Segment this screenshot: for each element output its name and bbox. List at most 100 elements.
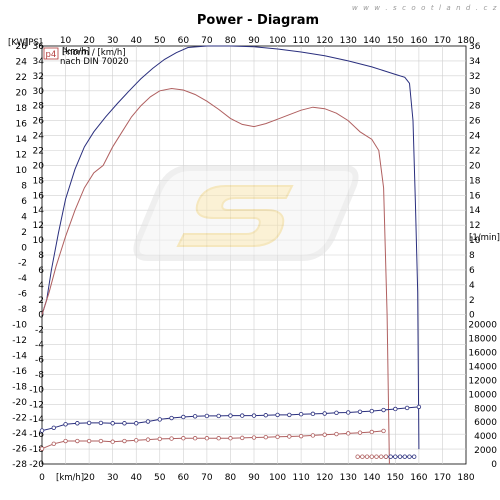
y-left-ps-tick: -14 <box>29 415 44 425</box>
series-point-3 <box>287 434 292 439</box>
x-tick-label-top: 90 <box>248 36 260 46</box>
y-left-kw-tick: -20 <box>12 398 27 408</box>
y-left-ps-tick: -8 <box>35 370 44 380</box>
series-point-2 <box>192 414 198 419</box>
series-point-3 <box>263 434 268 440</box>
y-right-rpm-tick: 8000 <box>474 404 497 414</box>
y-right-ps-tick: 36 <box>469 42 481 52</box>
y-left-ps-tick: 22 <box>33 147 44 157</box>
y-left-ps-tick: 32 <box>33 72 44 82</box>
y-right-ps-tick: 12 <box>469 221 480 231</box>
y-left-ps-tick: 14 <box>33 206 45 216</box>
y-right-ps-tick: 34 <box>469 57 481 67</box>
x-tick-label-bottom: 80 <box>225 473 237 483</box>
legend: p4 Pnorm / [km/h] nach DIN 70020 <box>43 47 129 67</box>
y-left-kw-tick: 0 <box>21 243 27 253</box>
series-point-3 <box>145 437 151 442</box>
y-left-ps-tick: 6 <box>38 266 44 276</box>
y-left-kw-tick: -16 <box>12 367 27 377</box>
series-point-5 <box>374 454 379 459</box>
y-left-kw-tick: -18 <box>12 383 27 393</box>
y-left-kw-tick: 16 <box>16 119 28 129</box>
series-point-3 <box>346 431 351 436</box>
series-point-2 <box>204 413 210 419</box>
y-left-kw-tick: -14 <box>12 352 27 362</box>
series-point-3 <box>310 433 316 438</box>
series-line-0 <box>41 45 420 450</box>
y-right-ps-tick: 8 <box>469 251 475 261</box>
y-right-ps-tick: 18 <box>469 176 481 186</box>
y-right-ps-tick: 28 <box>469 102 481 112</box>
series-point-2 <box>404 405 410 411</box>
series-point-2 <box>416 404 422 410</box>
y-right-rpm-tick: 2000 <box>474 446 497 456</box>
series-point-4 <box>393 454 398 459</box>
series-point-4 <box>407 454 412 459</box>
series-point-2 <box>110 421 115 426</box>
y-left-ps-tick: -18 <box>29 445 44 455</box>
y-left-kw-tick: -4 <box>18 274 27 284</box>
series-point-2 <box>39 428 45 433</box>
y-left-ps-tick: -6 <box>35 356 44 366</box>
series-point-2 <box>240 413 245 418</box>
x-tick-label-top: 160 <box>410 36 427 46</box>
x-tick-label-bottom: 100 <box>269 473 286 483</box>
y-right-ps-tick: 16 <box>469 191 481 201</box>
y-right-rpm-tick: 4000 <box>474 432 497 442</box>
y-right-ps-tick: 10 <box>469 236 481 246</box>
series-point-2 <box>145 419 151 424</box>
y-right-ps-tick: 2 <box>469 296 475 306</box>
y-left-ps-tick: 12 <box>33 221 44 231</box>
series-point-5 <box>364 454 370 459</box>
y-right-ps-tick: 20 <box>469 161 481 171</box>
x-tick-label-top: 110 <box>293 36 310 46</box>
x-tick-label-bottom: 30 <box>107 473 119 483</box>
y-left-kw-tick: 20 <box>16 88 28 98</box>
series-point-3 <box>181 436 186 441</box>
y-left-kw-tick: 12 <box>16 150 27 160</box>
y-left-ps-tick: -2 <box>35 326 44 336</box>
x-tick-label-top: 70 <box>201 36 213 46</box>
series-point-3 <box>298 433 304 439</box>
series-point-2 <box>369 408 374 414</box>
series-point-2 <box>98 420 104 426</box>
series-point-3 <box>381 428 386 434</box>
series-point-2 <box>287 412 292 418</box>
y-left-ps-tick: 18 <box>33 176 45 186</box>
series-point-4 <box>397 454 403 459</box>
series-point-3 <box>75 438 80 444</box>
y-left-kw-tick: -10 <box>12 321 27 331</box>
x-tick-label-bottom: 40 <box>130 473 142 483</box>
x-tick-label-top: 180 <box>457 36 474 46</box>
x-tick-label-bottom: 20 <box>83 473 95 483</box>
y-left-ps-tick: -10 <box>29 385 44 395</box>
series-point-2 <box>310 411 316 417</box>
y-right-rpm-tick: 16000 <box>468 349 497 359</box>
series-point-3 <box>98 438 104 444</box>
y-left-ps-tick: -16 <box>29 430 44 440</box>
series-point-5 <box>355 454 360 459</box>
x-tick-label-bottom: 140 <box>363 473 380 483</box>
x-tick-label-bottom: 120 <box>316 473 333 483</box>
y-left-ps-tick: 36 <box>33 42 45 52</box>
series-point-4 <box>402 454 407 459</box>
y-left-kw-tick: 24 <box>16 57 28 67</box>
series-line-1 <box>41 87 390 465</box>
series-point-2 <box>263 413 268 418</box>
x-tick-label-bottom: 90 <box>248 473 260 483</box>
series-point-2 <box>322 411 327 416</box>
series-point-2 <box>181 414 186 420</box>
x-tick-label-top: 30 <box>107 36 119 46</box>
series-point-3 <box>134 438 139 443</box>
y-right-rpm-tick: 6000 <box>474 418 497 428</box>
legend-marker-box <box>43 47 59 60</box>
series-point-3 <box>334 431 339 437</box>
y-left-kw-label: [KW] <box>8 38 28 48</box>
series-point-3 <box>86 438 92 444</box>
logo-watermark <box>133 165 359 261</box>
series-point-3 <box>228 436 233 441</box>
x-tick-label-bottom: 180 <box>457 473 474 483</box>
tick-labels: 10 20203030404050506060707080809090100100… <box>12 36 497 483</box>
y-left-ps-tick: 24 <box>33 132 45 142</box>
y-right-rpm-tick: 18000 <box>468 335 497 345</box>
